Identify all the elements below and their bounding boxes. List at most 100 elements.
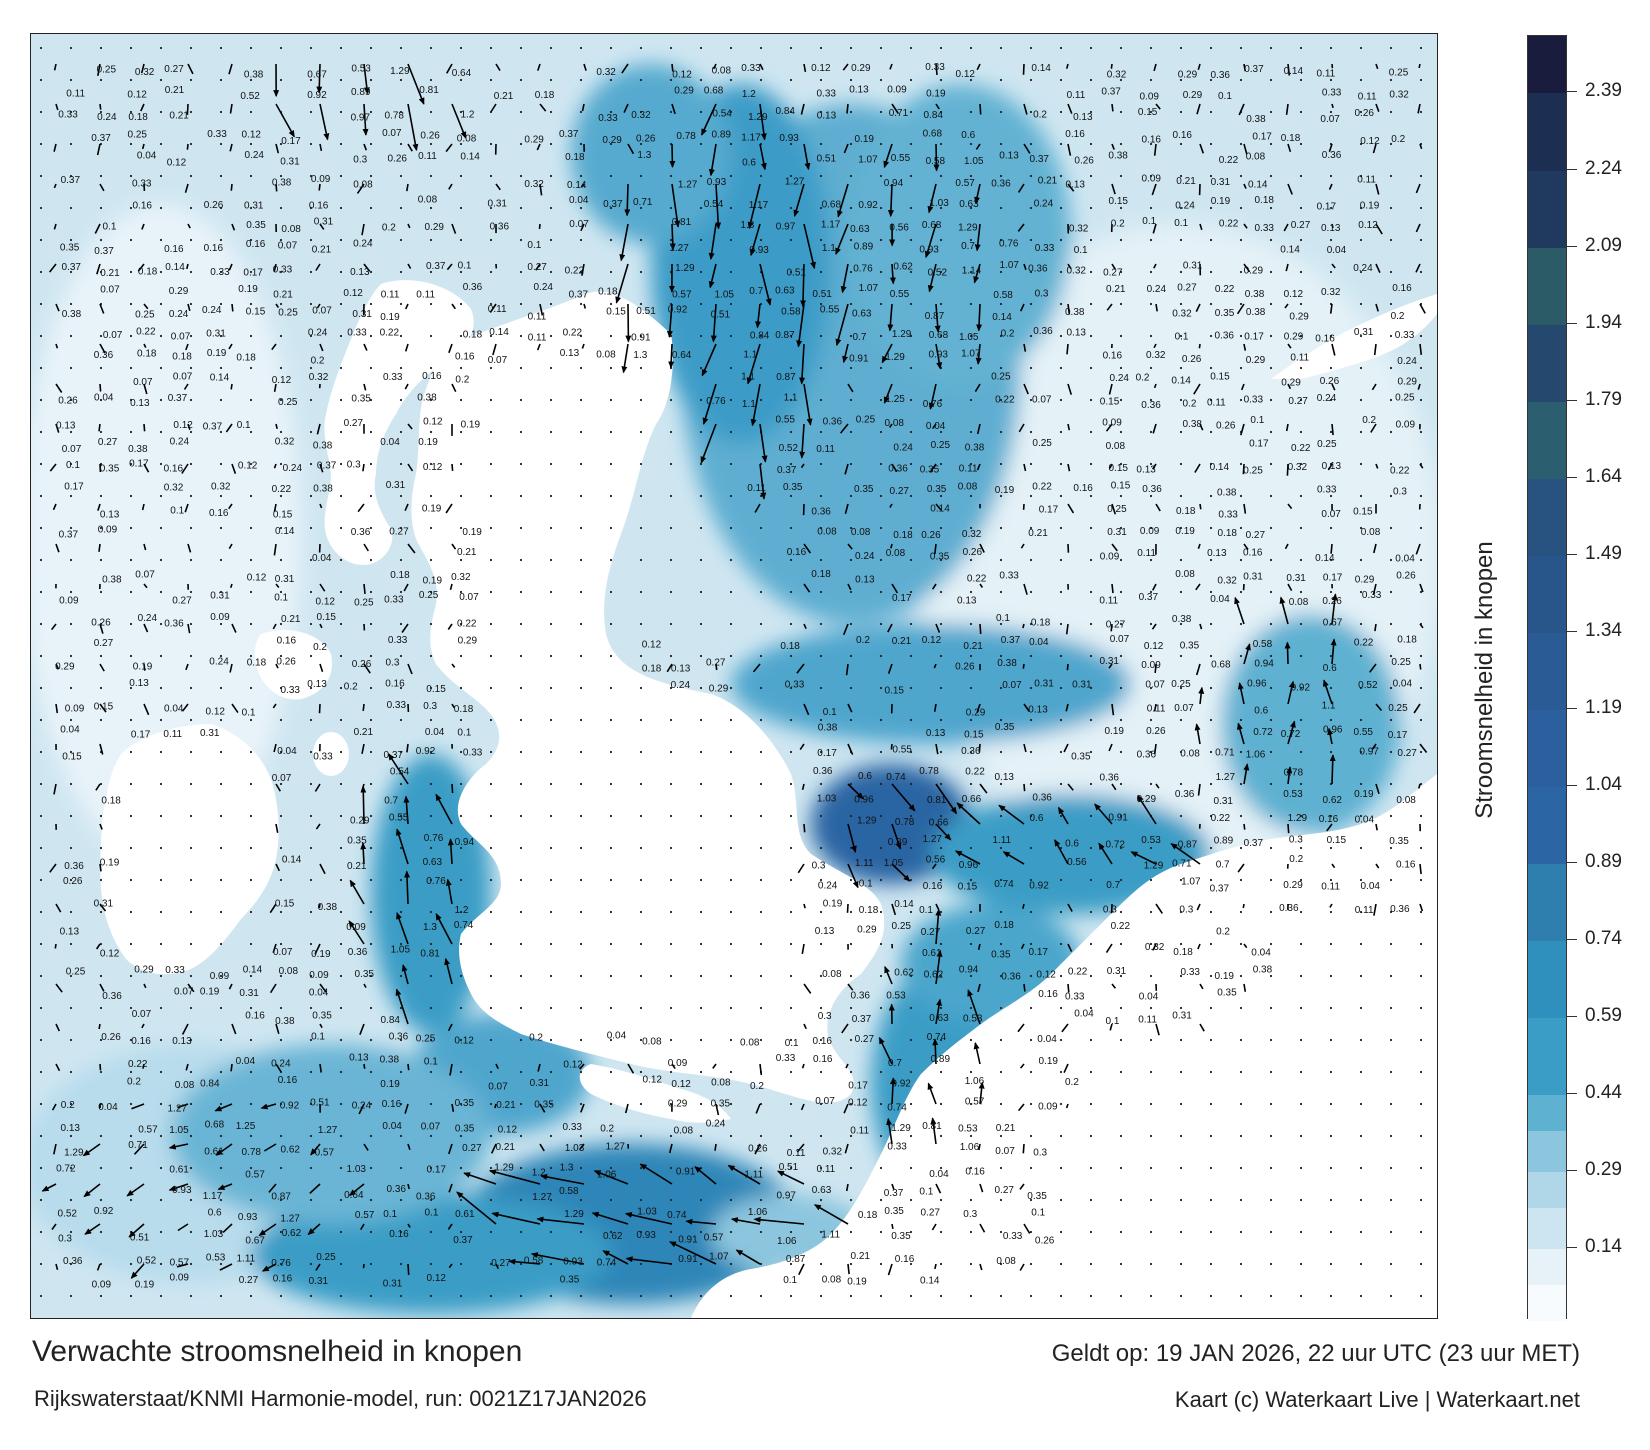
grid-dot [429, 430, 433, 434]
grid-dot [939, 398, 943, 402]
grid-dot [1179, 1230, 1183, 1234]
map-title: Verwachte stroomsnelheid in knopen [32, 1335, 523, 1368]
grid-dot [879, 878, 883, 882]
current-arrow [260, 1103, 277, 1110]
speed-label: 0.36 [1100, 772, 1120, 783]
speed-label: 1.05 [964, 156, 984, 167]
current-arrow [1067, 183, 1075, 192]
speed-label: 0.14 [243, 965, 263, 976]
grid-dot [159, 814, 163, 818]
grid-dot [1329, 110, 1333, 114]
speed-label: 0.11 [1355, 905, 1374, 916]
speed-label: 0.25 [128, 130, 148, 141]
grid-dot [1329, 1294, 1333, 1298]
grid-dot [819, 686, 823, 690]
grid-dot [1299, 206, 1303, 210]
grid-dot [1269, 846, 1273, 850]
grid-dot [339, 238, 343, 242]
speed-label: 0.13 [855, 574, 875, 585]
grid-dot [69, 334, 73, 338]
grid-dot [189, 1038, 193, 1042]
current-arrow [844, 463, 849, 475]
grid-dot [489, 1230, 493, 1234]
grid-dot [849, 1006, 853, 1010]
grid-dot [699, 494, 703, 498]
grid-dot [639, 942, 643, 946]
speed-label: 0.35 [995, 722, 1015, 733]
speed-label: 0.26 [1216, 420, 1236, 431]
colorbar-tick-label: 1.19 [1585, 696, 1622, 718]
grid-dot [759, 654, 763, 658]
grid-dot [279, 1006, 283, 1010]
grid-dot [459, 910, 463, 914]
grid-dot [1119, 1198, 1123, 1202]
current-arrow [929, 463, 937, 473]
grid-dot [1239, 462, 1243, 466]
speed-label: 0.81 [420, 948, 440, 959]
speed-label: 1.27 [532, 1192, 552, 1203]
grid-dot [939, 942, 943, 946]
current-arrow [803, 903, 806, 909]
current-arrow [1375, 183, 1380, 195]
speed-label: 1.17 [821, 220, 841, 231]
speed-label: 0.33 [1317, 485, 1337, 496]
grid-dot [1089, 942, 1093, 946]
grid-dot [1389, 846, 1393, 850]
grid-dot [939, 270, 943, 274]
colorbar-band [1528, 1016, 1566, 1095]
grid-dot [789, 1262, 793, 1266]
speed-label: 0.36 [961, 746, 981, 757]
current-arrow [404, 383, 409, 390]
current-arrow [258, 1223, 277, 1237]
current-arrow [712, 63, 717, 70]
colorbar-tick [1567, 322, 1577, 324]
current-speed-map[interactable]: 0.25 0.32 0.27 0.38 0.67 0.53 1.29 0.64 0.32 0.12… [30, 33, 1438, 1319]
current-arrow [319, 623, 323, 629]
speed-label: 0.15 [317, 612, 337, 623]
grid-dot [459, 1134, 463, 1138]
grid-dot [429, 782, 433, 786]
current-arrow [1155, 103, 1161, 110]
current-arrow [407, 143, 413, 152]
grid-dot [999, 622, 1003, 626]
grid-dot [1419, 974, 1423, 978]
current-arrow [1054, 839, 1069, 865]
speed-label: 0.18 [1397, 635, 1417, 646]
current-arrow [451, 543, 457, 550]
grid-dot [1059, 654, 1063, 658]
grid-dot [1359, 494, 1363, 498]
grid-dot [819, 174, 823, 178]
speed-label: 0.74 [886, 772, 906, 783]
current-arrow [359, 1023, 365, 1035]
speed-label: 0.15 [1138, 107, 1158, 118]
current-arrow [229, 583, 233, 589]
current-arrow [52, 503, 57, 511]
grid-dot [1269, 46, 1273, 50]
current-arrow [187, 983, 195, 993]
grid-dot [1119, 590, 1123, 594]
speed-label: 0.1 [103, 222, 117, 233]
speed-label: 0.37 [603, 199, 623, 210]
grid-dot [1149, 1262, 1153, 1266]
speed-label: 0.33 [58, 110, 78, 121]
speed-label: 0.33 [999, 570, 1019, 581]
speed-label: 0.38 [128, 444, 148, 455]
speed-label: 1.3 [633, 350, 647, 361]
grid-dot [1359, 1006, 1363, 1010]
speed-label: 0.07 [272, 773, 292, 784]
grid-dot [879, 1198, 883, 1202]
speed-label: 0.31 [1034, 678, 1054, 689]
grid-dot [459, 1038, 463, 1042]
grid-dot [1239, 1294, 1243, 1298]
grid-dot [549, 1006, 553, 1010]
current-arrow [55, 983, 63, 993]
current-arrow [447, 1223, 453, 1230]
grid-dot [129, 430, 133, 434]
map-canvas[interactable]: 0.25 0.32 0.27 0.38 0.670.53 1.29 0.64 0.32 0.12… [31, 34, 1437, 1318]
current-arrow [890, 1077, 896, 1105]
speed-label: 0.07 [312, 305, 332, 316]
grid-dot [429, 1262, 433, 1266]
current-arrow [228, 503, 233, 510]
current-arrow [1111, 543, 1118, 552]
speed-label: 0.04 [1327, 245, 1347, 256]
